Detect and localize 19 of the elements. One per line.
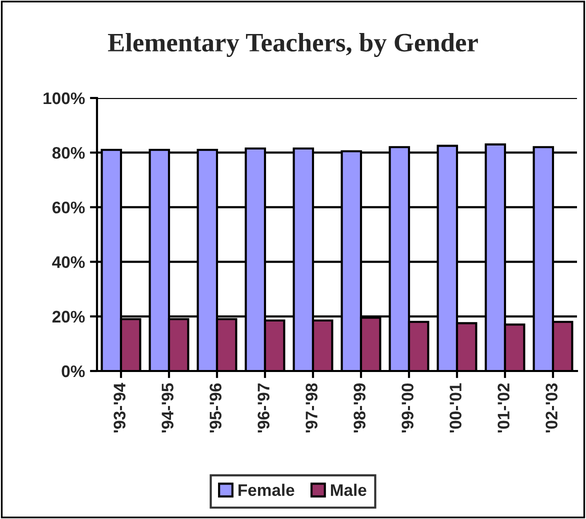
legend-label: Female (238, 484, 294, 496)
x-tick-label: '97-'98 (306, 383, 318, 432)
x-tick-label: '01-'02 (498, 383, 510, 432)
legend-label: Male (330, 484, 366, 496)
x-tick-label: '02-'03 (546, 383, 558, 432)
x-tick-label: '99-'00 (402, 383, 414, 432)
x-tick-label: '93-'94 (114, 382, 126, 432)
x-tick-label: '96-'97 (258, 384, 270, 432)
y-tick-label: 0% (62, 365, 85, 378)
x-tick-label: '94-'95 (162, 383, 174, 432)
x-tick-label: '95-'96 (210, 383, 222, 432)
y-tick-label: 20% (52, 310, 85, 323)
x-tick-label: '00-'01 (450, 383, 462, 432)
y-tick-label: 60% (52, 202, 85, 214)
y-tick-label: 80% (52, 147, 85, 159)
y-tick-label: 100% (44, 92, 85, 104)
x-tick-label: '98-'99 (354, 383, 366, 432)
chart-title: Elementary Teachers, by Gender (108, 32, 478, 58)
y-tick-label: 40% (52, 256, 85, 268)
